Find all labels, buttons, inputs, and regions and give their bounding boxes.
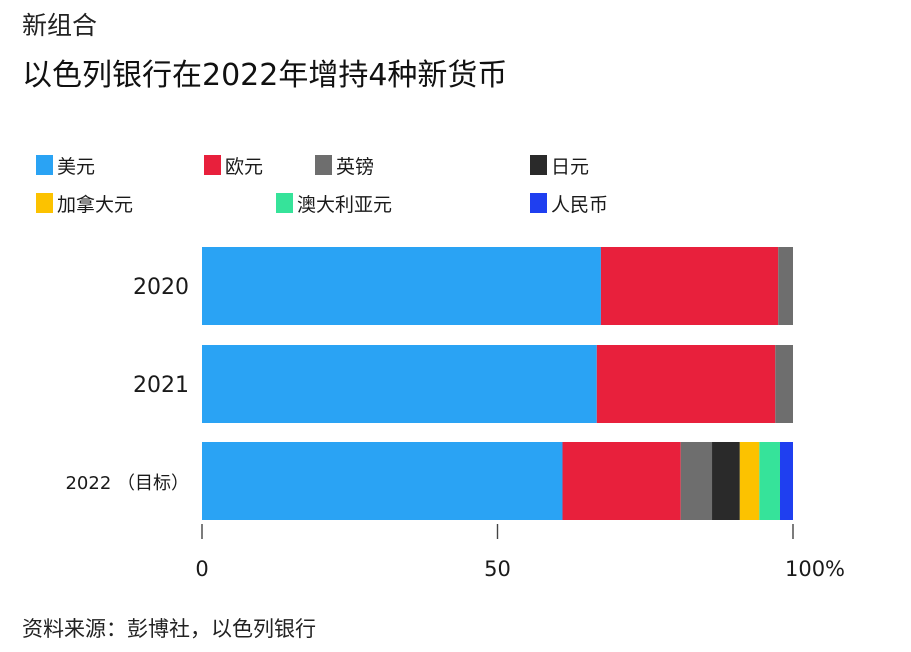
chart-title: 以色列银行在2022年增持4种新货币 — [22, 58, 508, 93]
category-label-row-1: 2021 — [133, 373, 189, 398]
chart-legend: 美元 欧元 英镑 日元 加拿大元 澳大利亚元 人民币 — [36, 150, 856, 230]
legend-label-cad: 加拿大元 — [57, 193, 134, 216]
x-axis-tick-label-2: 100% — [785, 557, 845, 581]
legend-swatch-gbp — [315, 155, 332, 175]
chart-kicker: 新组合 — [22, 11, 98, 40]
legend-label-jpy: 日元 — [551, 155, 590, 178]
legend-label-gbp: 英镑 — [336, 155, 375, 178]
legend-swatch-eur — [204, 155, 221, 175]
bar-segment-series-6-row-2 — [780, 442, 793, 520]
legend-item-cad: 加拿大元 — [36, 188, 133, 218]
legend-swatch-usd — [36, 155, 53, 175]
bar-segment-series-2-row-2 — [680, 442, 713, 520]
bar-segment-series-4-row-2 — [739, 442, 760, 520]
bar-segment-series-0-row-0 — [202, 247, 601, 325]
legend-item-gbp: 英镑 — [315, 150, 374, 180]
legend-swatch-cny — [530, 193, 547, 213]
x-axis-tick-label-0: 0 — [195, 557, 208, 581]
category-label-row-0: 2020 — [133, 275, 189, 300]
bar-segment-series-0-row-1 — [202, 345, 597, 423]
bar-segment-series-5-row-2 — [759, 442, 780, 520]
legend-label-cny: 人民币 — [551, 193, 609, 216]
bar-segment-series-3-row-2 — [712, 442, 740, 520]
legend-swatch-cad — [36, 193, 53, 213]
legend-item-cny: 人民币 — [530, 188, 608, 218]
legend-item-usd: 美元 — [36, 150, 95, 180]
x-axis-tick-label-1: 50 — [484, 557, 511, 581]
legend-label-eur: 欧元 — [225, 155, 264, 178]
bar-segment-series-1-row-1 — [596, 345, 776, 423]
bar-segment-series-0-row-2 — [202, 442, 563, 520]
category-label-row-2: 2022 （目标） — [65, 473, 189, 494]
legend-item-eur: 欧元 — [204, 150, 263, 180]
bar-segment-series-1-row-0 — [600, 247, 779, 325]
legend-item-aud: 澳大利亚元 — [276, 188, 392, 218]
chart-source-note: 资料来源：彭博社，以色列银行 — [22, 617, 316, 641]
legend-item-jpy: 日元 — [530, 150, 589, 180]
bar-segment-series-2-row-1 — [775, 345, 793, 423]
legend-swatch-aud — [276, 193, 293, 213]
bar-segment-series-1-row-2 — [562, 442, 681, 520]
legend-swatch-jpy — [530, 155, 547, 175]
legend-label-aud: 澳大利亚元 — [297, 193, 393, 216]
bar-segment-series-2-row-0 — [778, 247, 793, 325]
legend-label-usd: 美元 — [57, 155, 96, 178]
